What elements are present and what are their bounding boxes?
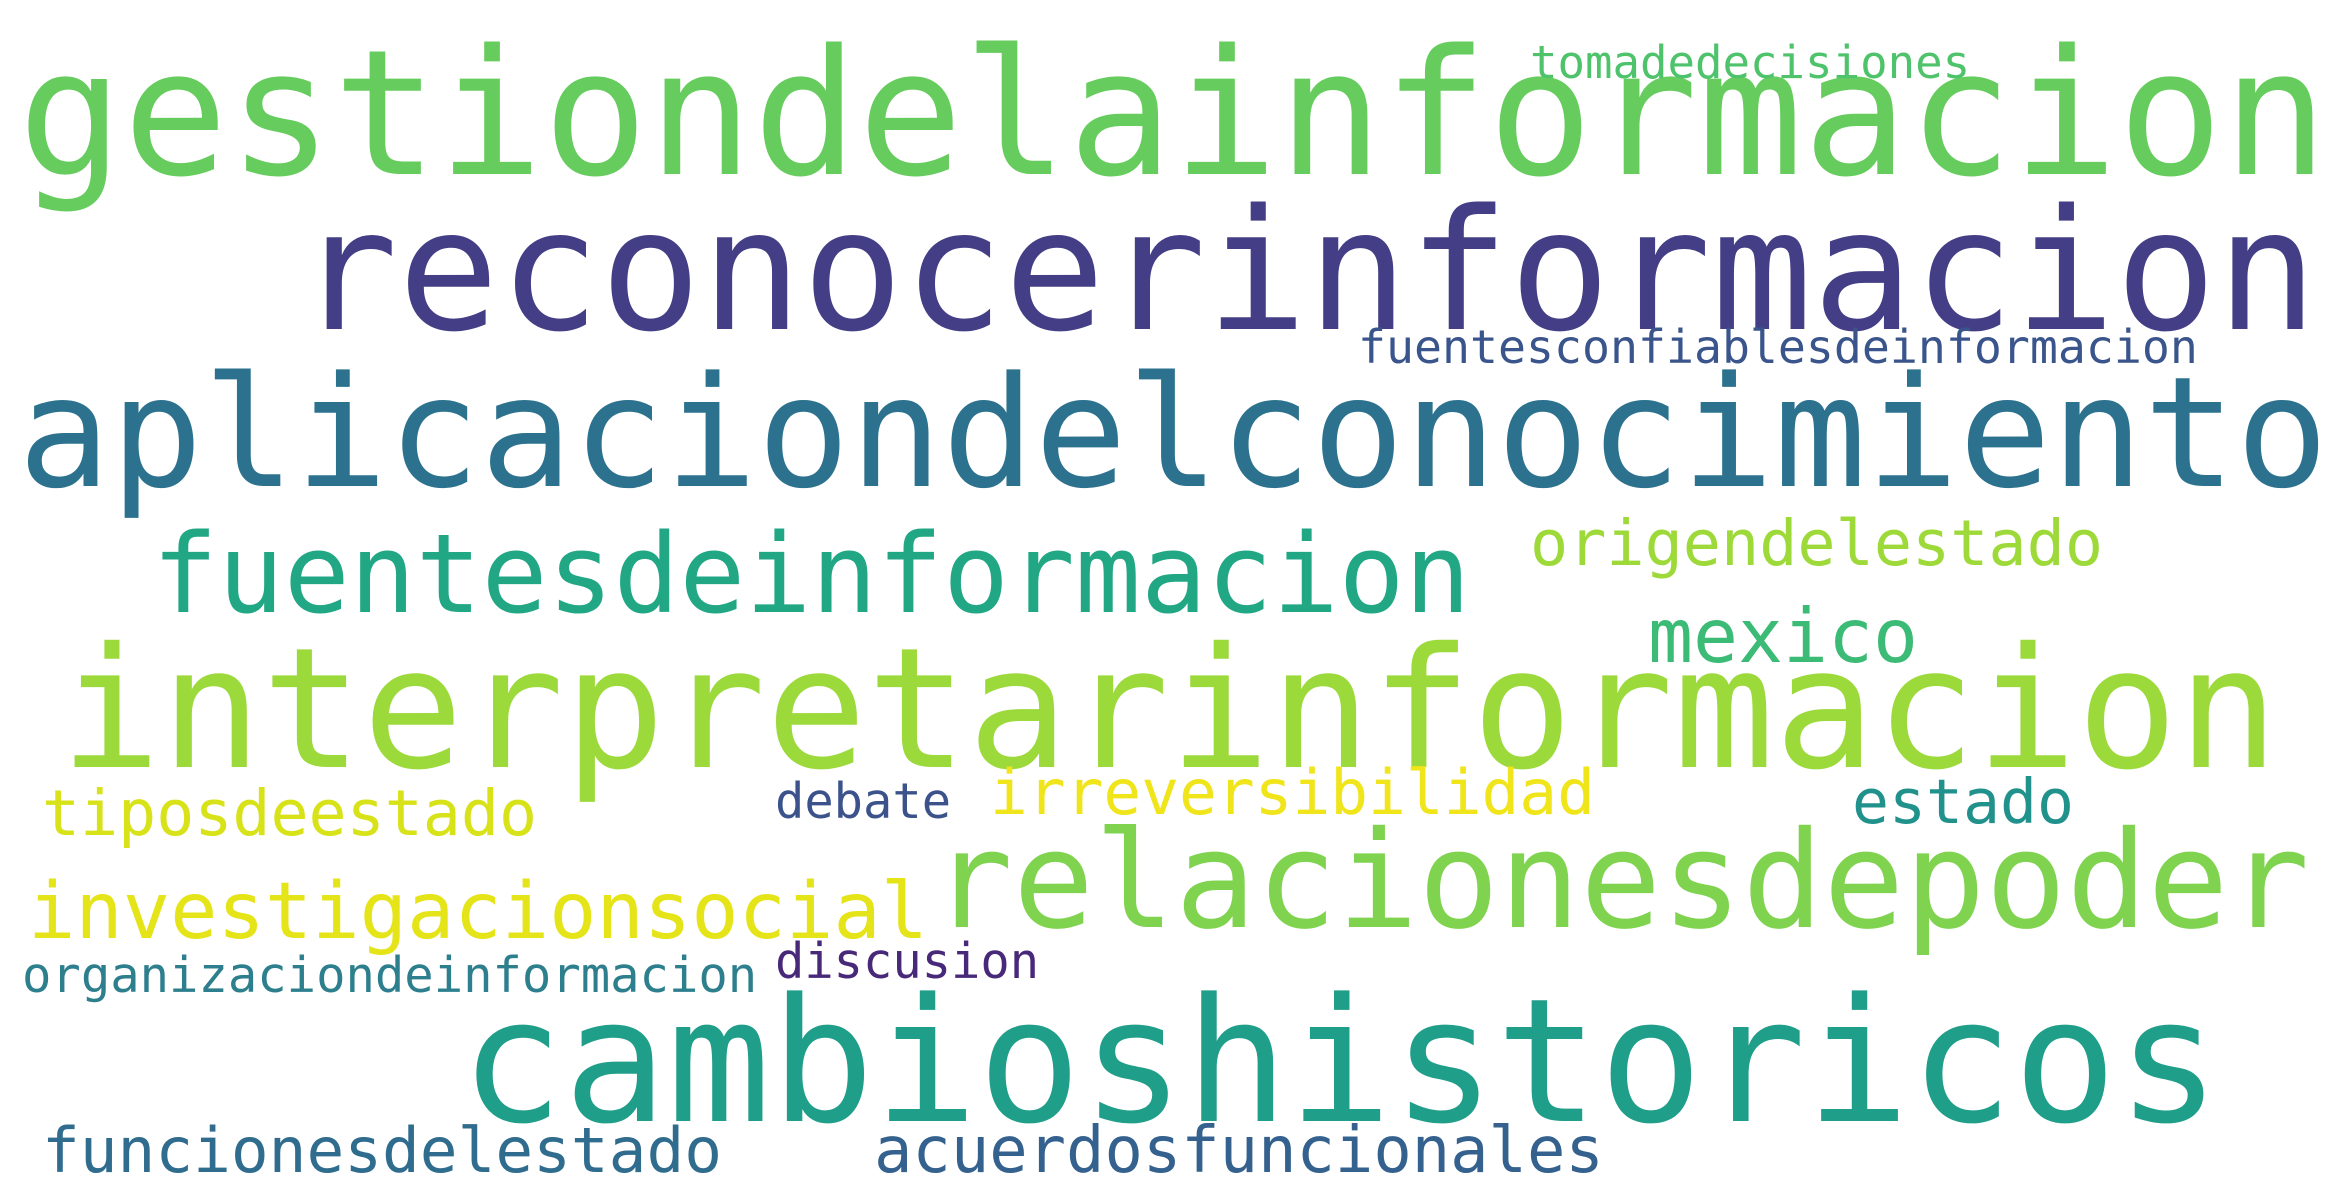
word-aplicaciondelconocimiento: aplicaciondelconocimiento xyxy=(18,345,2329,523)
word-fuentesconfiablesdeinformacion: fuentesconfiablesdeinformacion xyxy=(1358,320,2198,374)
word-origendelestado: origendelestado xyxy=(1530,506,2104,580)
word-acuerdosfuncionales: acuerdosfuncionales xyxy=(874,1114,1604,1182)
word-interpretarinformacion: interpretarinformacion xyxy=(60,612,2279,807)
word-fuentesdeinformacion: fuentesdeinformacion xyxy=(152,510,1471,638)
word-discusion: discusion xyxy=(775,934,1040,990)
word-funcionesdelestado: funcionesdelestado xyxy=(42,1114,723,1182)
word-cambioshistoricos: cambioshistoricos xyxy=(460,961,2221,1162)
word-tomadedecisiones: tomadedecisiones xyxy=(1530,36,1971,89)
word-organizaciondeinformacion: organizaciondeinformacion xyxy=(22,947,758,1004)
word-relacionesdepoder: relacionesdepoder xyxy=(932,802,2310,959)
word-tiposdeestado: tiposdeestado xyxy=(42,776,538,850)
word-gestiondelainformacion: gestiondelainformacion xyxy=(18,13,2328,216)
word-investigacionsocial: investigacionsocial xyxy=(28,865,929,957)
word-debate: debate xyxy=(775,774,952,830)
word-reconocerinformacion: reconocerinformacion xyxy=(297,173,2318,369)
word-irreversibilidad: irreversibilidad xyxy=(990,756,1595,829)
word-mexico: mexico xyxy=(1648,593,1919,680)
word-estado: estado xyxy=(1852,766,2074,838)
